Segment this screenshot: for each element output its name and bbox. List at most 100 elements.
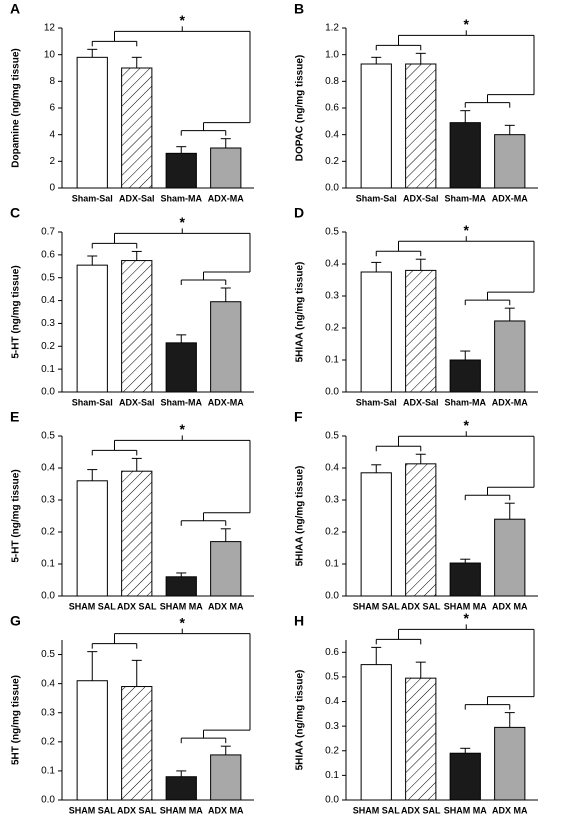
x-tick-label: ADX MA <box>208 805 244 815</box>
x-tick-label: ADX MA <box>492 805 528 815</box>
x-tick-label: ADX-Sal <box>403 193 439 203</box>
y-tick-label: 0.4 <box>41 463 55 474</box>
panel-label: A <box>10 1 20 17</box>
y-tick-label: 0.5 <box>325 672 339 683</box>
y-tick-label: 0.2 <box>41 527 55 538</box>
y-tick-label: 1.2 <box>325 23 339 34</box>
bar <box>210 301 242 393</box>
bar <box>405 269 437 393</box>
y-tick-label: 4 <box>49 129 55 140</box>
bar <box>494 320 526 393</box>
y-tick-label: 0.7 <box>41 227 55 238</box>
y-tick-label: 10 <box>44 49 56 60</box>
y-tick-label: 0.2 <box>325 745 339 756</box>
bar <box>210 754 242 801</box>
significance-mark: * <box>464 610 470 626</box>
significance-mark: * <box>180 12 186 28</box>
error-bar <box>415 52 426 64</box>
bar <box>405 63 437 189</box>
x-tick-label: ADX-MA <box>208 193 244 203</box>
y-tick-label: 0.2 <box>325 527 339 538</box>
bar <box>76 480 108 597</box>
error-bar <box>371 646 382 665</box>
bar <box>165 342 197 393</box>
y-tick-label: 0.3 <box>41 318 55 329</box>
x-tick-label: ADX MA <box>492 601 528 611</box>
y-tick-label: 0.6 <box>41 249 55 260</box>
y-tick-label: 8 <box>49 76 55 87</box>
x-tick-label: ADX SAL <box>117 601 157 611</box>
y-tick-label: 0.2 <box>41 341 55 352</box>
x-tick-label: SHAM MA <box>160 805 203 815</box>
error-bar <box>460 558 471 564</box>
x-tick-label: SHAM SAL <box>353 805 401 815</box>
y-tick-label: 0.3 <box>325 495 339 506</box>
y-tick-label: 0.1 <box>325 559 339 570</box>
bar <box>405 677 437 801</box>
y-tick-label: 0.3 <box>41 707 55 718</box>
y-tick-label: 12 <box>44 23 56 34</box>
y-tick-label: 0 <box>49 183 55 194</box>
bar <box>165 152 197 189</box>
y-axis-title: 5-HT (ng/mg tissue) <box>11 265 22 358</box>
bar <box>121 260 153 393</box>
x-tick-label: Sham-MA <box>444 193 486 203</box>
error-bar <box>460 110 471 123</box>
y-tick-label: 0.0 <box>41 387 55 398</box>
y-tick-label: 0.2 <box>325 156 339 167</box>
bar <box>360 271 392 393</box>
panel-label: F <box>294 409 303 425</box>
panel-label: E <box>10 409 19 425</box>
bar <box>494 726 526 801</box>
panel-label: B <box>294 1 304 17</box>
y-tick-label: 0.4 <box>41 295 55 306</box>
x-tick-label: ADX MA <box>208 601 244 611</box>
x-tick-label: ADX-MA <box>492 193 528 203</box>
error-bar <box>87 651 98 681</box>
y-axis-title: Dopamine (ng/mg tissue) <box>11 48 22 167</box>
x-tick-label: SHAM MA <box>160 601 203 611</box>
y-tick-label: 0.3 <box>325 291 339 302</box>
error-bar <box>371 56 382 64</box>
y-tick-label: 0.2 <box>325 323 339 334</box>
x-tick-label: ADX-MA <box>208 397 244 407</box>
panel-label: C <box>10 205 20 221</box>
y-tick-label: 0.5 <box>325 431 339 442</box>
y-tick-label: 0.1 <box>41 559 55 570</box>
bar <box>121 67 153 189</box>
error-bar <box>415 258 426 271</box>
bar <box>76 680 108 801</box>
error-bar <box>131 250 142 261</box>
x-tick-label: SHAM MA <box>444 601 487 611</box>
error-bar <box>87 255 98 266</box>
bar <box>210 541 242 597</box>
y-tick-label: 0.6 <box>325 103 339 114</box>
x-tick-label: Sham-MA <box>444 397 486 407</box>
x-tick-label: ADX SAL <box>401 805 441 815</box>
x-tick-label: Sham-Sal <box>72 397 113 407</box>
y-tick-label: 0.8 <box>325 76 339 87</box>
y-tick-label: 0.5 <box>325 227 339 238</box>
x-tick-label: Sham-MA <box>160 193 202 203</box>
error-bar <box>415 661 426 679</box>
y-tick-label: 0.3 <box>41 495 55 506</box>
x-tick-label: SHAM MA <box>444 805 487 815</box>
y-tick-label: 0.0 <box>325 591 339 602</box>
x-tick-label: ADX-Sal <box>119 397 155 407</box>
bar <box>76 56 108 189</box>
significance-mark: * <box>180 421 186 437</box>
x-tick-label: Sham-MA <box>160 397 202 407</box>
error-bar <box>87 469 98 481</box>
y-tick-label: 6 <box>49 103 55 114</box>
x-tick-label: Sham-Sal <box>72 193 113 203</box>
x-tick-label: ADX SAL <box>401 601 441 611</box>
significance-mark: * <box>464 16 470 32</box>
x-tick-label: SHAM SAL <box>69 601 117 611</box>
error-bar <box>371 464 382 473</box>
x-tick-label: ADX-MA <box>492 397 528 407</box>
error-bar <box>220 528 231 542</box>
y-axis-title: 5HIAA (ng/mg tissue) <box>295 262 306 363</box>
error-bar <box>220 745 231 755</box>
error-bar <box>131 457 142 472</box>
y-tick-label: 0.0 <box>41 795 55 806</box>
